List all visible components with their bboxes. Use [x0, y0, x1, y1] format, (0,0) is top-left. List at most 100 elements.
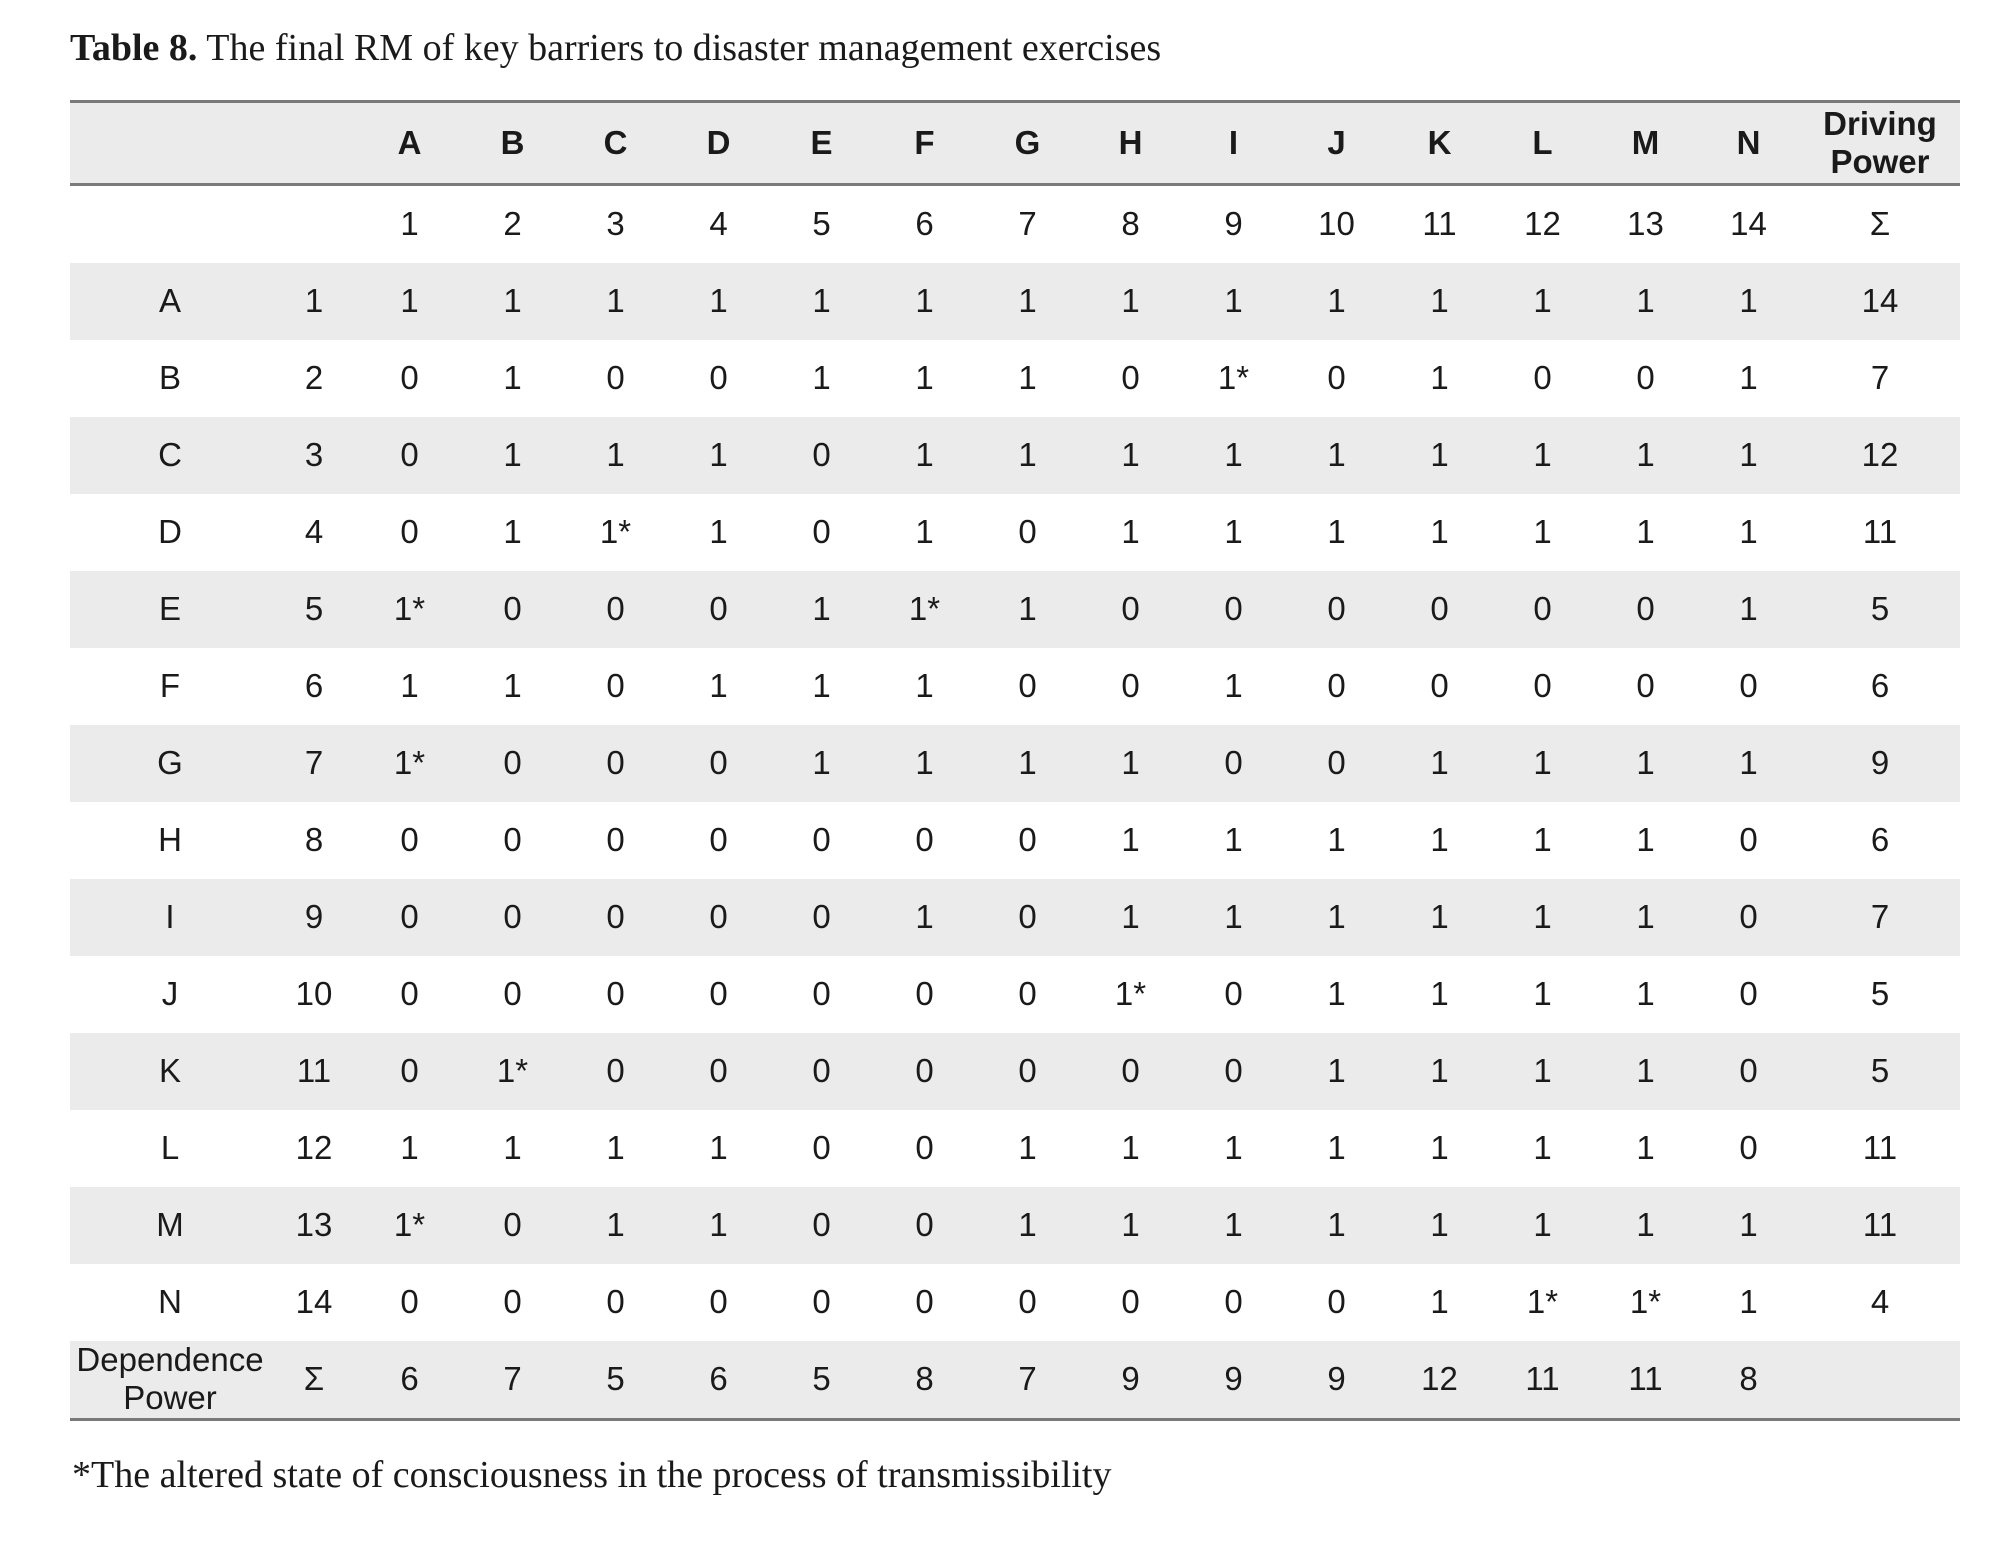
matrix-cell-F-F: 1 — [915, 667, 934, 705]
matrix-cell-K-D: 0 — [709, 1052, 728, 1090]
matrix-cell-H-E: 0 — [812, 821, 831, 859]
matrix-cell-F-C: 0 — [606, 667, 625, 705]
matrix-cell-N-A: 0 — [400, 1283, 419, 1321]
matrix-cell-M-D: 1 — [709, 1206, 728, 1244]
matrix-cell-N-B: 0 — [503, 1283, 522, 1321]
column-number-cell-10: 10 — [1318, 205, 1355, 243]
blank-cell — [70, 184, 270, 263]
matrix-cell-J-J: 1 — [1327, 975, 1346, 1013]
corner-blank-cell — [270, 99, 358, 186]
matrix-row-N: N 14 0 0 0 0 0 0 0 0 0 0 1 1* 1* 1 4 — [70, 1264, 1960, 1341]
matrix-cell-C-D: 1 — [709, 436, 728, 474]
matrix-cell-G-I: 0 — [1224, 744, 1243, 782]
matrix-cell-E-D: 0 — [709, 590, 728, 628]
matrix-cell-H-D: 0 — [709, 821, 728, 859]
driving-power-cell-B: 7 — [1870, 359, 1890, 397]
matrix-cell-G-C: 0 — [606, 744, 625, 782]
matrix-cell-L-C: 1 — [606, 1129, 625, 1167]
matrix-cell-G-D: 0 — [709, 744, 728, 782]
matrix-cell-C-N: 1 — [1739, 436, 1758, 474]
matrix-cell-E-N: 1 — [1739, 590, 1758, 628]
matrix-cell-M-K: 1 — [1430, 1206, 1449, 1244]
matrix-cell-A-A: 1 — [400, 282, 419, 320]
row-number-cell-1: 1 — [304, 282, 324, 320]
row-label-cell-F: F — [159, 667, 181, 705]
column-header-row: A B C D E F G H I J K L M N Driving Power — [70, 99, 1960, 186]
matrix-cell-H-F: 0 — [915, 821, 934, 859]
matrix-cell-G-G: 1 — [1018, 744, 1037, 782]
matrix-cell-L-K: 1 — [1430, 1129, 1449, 1167]
column-number-cell-14: 14 — [1730, 205, 1767, 243]
matrix-cell-M-A: 1* — [393, 1206, 426, 1244]
matrix-cell-L-G: 1 — [1018, 1129, 1037, 1167]
row-label-cell-D: D — [158, 513, 182, 551]
matrix-cell-D-A: 0 — [400, 513, 419, 551]
matrix-cell-B-K: 1 — [1430, 359, 1449, 397]
matrix-cell-I-K: 1 — [1430, 898, 1449, 936]
matrix-cell-G-F: 1 — [915, 744, 934, 782]
matrix-row-M: M 13 1* 0 1 1 0 0 1 1 1 1 1 1 1 1 11 — [70, 1186, 1960, 1264]
matrix-cell-D-F: 1 — [915, 513, 934, 551]
matrix-cell-H-G: 0 — [1018, 821, 1037, 859]
column-header-cell-N: N — [1697, 99, 1800, 186]
matrix-row-D: D 4 0 1 1* 1 0 1 0 1 1 1 1 1 1 1 11 — [70, 494, 1960, 571]
matrix-cell-B-G: 1 — [1018, 359, 1037, 397]
matrix-cell-E-G: 1 — [1018, 590, 1037, 628]
matrix-cell-J-L: 1 — [1533, 975, 1552, 1013]
matrix-cell-I-H: 1 — [1121, 898, 1140, 936]
matrix-cell-J-G: 0 — [1018, 975, 1037, 1013]
matrix-cell-D-L: 1 — [1533, 513, 1552, 551]
matrix-cell-N-H: 0 — [1121, 1283, 1140, 1321]
matrix-cell-E-E: 1 — [812, 590, 831, 628]
matrix-cell-E-J: 0 — [1327, 590, 1346, 628]
matrix-cell-I-G: 0 — [1018, 898, 1037, 936]
matrix-cell-L-H: 1 — [1121, 1129, 1140, 1167]
matrix-cell-D-H: 1 — [1121, 513, 1140, 551]
matrix-cell-D-M: 1 — [1636, 513, 1655, 551]
matrix-cell-L-E: 0 — [812, 1129, 831, 1167]
matrix-cell-M-C: 1 — [606, 1206, 625, 1244]
matrix-cell-C-F: 1 — [915, 436, 934, 474]
column-number-cell-7: 7 — [1018, 205, 1037, 243]
row-label-cell-A: A — [158, 282, 181, 320]
matrix-cell-M-J: 1 — [1327, 1206, 1346, 1244]
row-number-cell-13: 13 — [295, 1206, 333, 1244]
column-header-cell-L: L — [1491, 99, 1594, 186]
dependence-power-cell-A: 6 — [358, 1340, 461, 1421]
matrix-cell-G-K: 1 — [1430, 744, 1449, 782]
matrix-cell-N-I: 0 — [1224, 1283, 1243, 1321]
matrix-cell-E-F: 1* — [908, 590, 941, 628]
matrix-cell-G-J: 0 — [1327, 744, 1346, 782]
matrix-cell-A-B: 1 — [503, 282, 522, 320]
column-header-cell-G: G — [976, 99, 1079, 186]
matrix-cell-D-D: 1 — [709, 513, 728, 551]
table-caption: Table 8. The final RM of key barriers to… — [70, 26, 1960, 72]
matrix-cell-L-I: 1 — [1224, 1129, 1243, 1167]
table-footnote: *The altered state of consciousness in t… — [72, 1453, 1112, 1496]
matrix-cell-B-E: 1 — [812, 359, 831, 397]
row-label-cell-L: L — [160, 1129, 180, 1167]
matrix-cell-F-N: 0 — [1739, 667, 1758, 705]
table-caption-label: Table 8. — [70, 27, 198, 69]
matrix-cell-C-L: 1 — [1533, 436, 1552, 474]
matrix-cell-J-M: 1 — [1636, 975, 1655, 1013]
row-number-cell-4: 4 — [304, 513, 324, 551]
matrix-cell-H-H: 1 — [1121, 821, 1140, 859]
matrix-cell-M-H: 1 — [1121, 1206, 1140, 1244]
matrix-cell-F-A: 1 — [400, 667, 419, 705]
matrix-cell-H-B: 0 — [503, 821, 522, 859]
dependence-power-cell-L: 11 — [1491, 1340, 1594, 1421]
matrix-cell-M-N: 1 — [1739, 1206, 1758, 1244]
row-label-cell-B: B — [158, 359, 181, 397]
matrix-cell-E-A: 1* — [393, 590, 426, 628]
column-header-cell-H: H — [1079, 99, 1182, 186]
matrix-cell-H-I: 1 — [1224, 821, 1243, 859]
driving-power-cell-H: 6 — [1870, 821, 1890, 859]
row-number-cell-14: 14 — [295, 1283, 333, 1321]
row-number-cell-9: 9 — [304, 898, 324, 936]
matrix-row-E: E 5 1* 0 0 0 1 1* 1 0 0 0 0 0 0 1 5 — [70, 570, 1960, 648]
matrix-cell-C-E: 0 — [812, 436, 831, 474]
matrix-cell-N-D: 0 — [709, 1283, 728, 1321]
table-caption-text: The final RM of key barriers to disaster… — [197, 27, 1162, 69]
driving-power-cell-L: 11 — [1862, 1129, 1898, 1167]
